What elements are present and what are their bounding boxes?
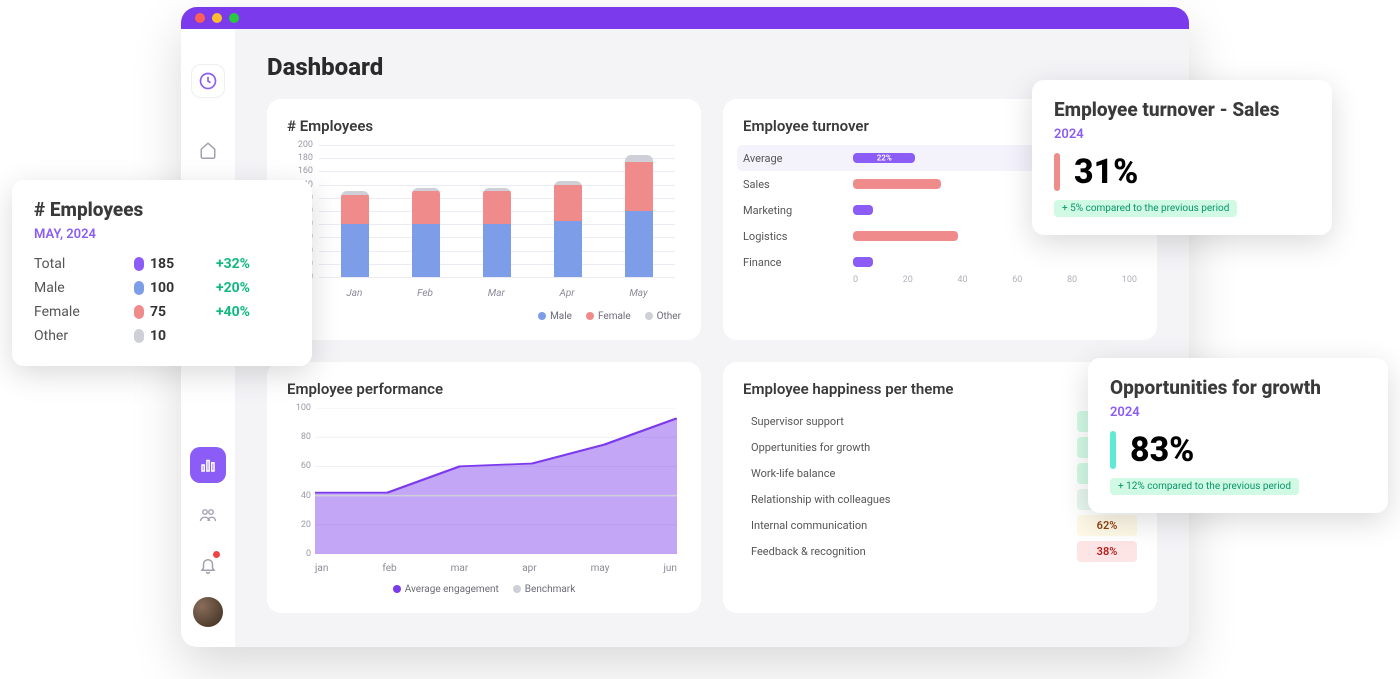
float-turnover-subtitle: 2024 <box>1054 127 1310 142</box>
float-employees-title: # Employees <box>34 198 290 221</box>
happiness-row: Supervisor support 86% <box>743 408 1137 434</box>
notification-badge <box>213 551 220 558</box>
performance-card-title: Employee performance <box>287 380 681 398</box>
titlebar <box>181 7 1189 29</box>
float-turnover-title: Employee turnover - Sales <box>1054 98 1310 121</box>
float-employees-card: # Employees MAY, 2024 Total 185 +32% Mal… <box>12 180 312 366</box>
bar-May <box>625 155 653 277</box>
float-turnover-value: 31% <box>1074 152 1138 192</box>
nav-people-icon[interactable] <box>190 497 226 533</box>
page-title: Dashboard <box>267 53 1157 81</box>
bar-Jan <box>341 191 369 277</box>
performance-areachart: 020406080100 janfebmaraprmayjun <box>287 408 681 578</box>
app-logo[interactable] <box>191 64 225 98</box>
happiness-row: Work-life balance 80% <box>743 460 1137 486</box>
employees-legend: MaleFemaleOther <box>287 311 681 322</box>
float-turnover-chip: + 5% compared to the previous period <box>1054 200 1237 217</box>
nav-bell-icon[interactable] <box>190 547 226 583</box>
traffic-min[interactable] <box>212 13 222 23</box>
stat-bar <box>1110 431 1116 469</box>
nav-chart-icon[interactable] <box>190 447 226 483</box>
float-growth-value: 83% <box>1130 430 1194 470</box>
happiness-row: Feedback & recognition 38% <box>743 538 1137 564</box>
happiness-row: Oppertunities for growth 83% <box>743 434 1137 460</box>
float-employees-subtitle: MAY, 2024 <box>34 227 290 242</box>
float-growth-card: Opportunities for growth 2024 83% + 12% … <box>1088 358 1388 513</box>
traffic-max[interactable] <box>229 13 239 23</box>
employees-card: # Employees 020406080100120140160180200 … <box>267 99 701 340</box>
avatar[interactable] <box>193 597 223 627</box>
traffic-close[interactable] <box>195 13 205 23</box>
turnover-row: Finance <box>743 249 1137 275</box>
float-employee-row: Total 185 +32% <box>34 252 290 276</box>
performance-card: Employee performance 020406080100 janfeb… <box>267 362 701 613</box>
happiness-row: Internal communication 62% <box>743 512 1137 538</box>
happiness-card-title: Employee happiness per theme <box>743 380 1137 398</box>
float-employee-row: Other 10 <box>34 324 290 348</box>
float-growth-title: Opportunities for growth <box>1110 376 1366 399</box>
bar-Mar <box>483 188 511 277</box>
bar-Apr <box>554 181 582 277</box>
stat-bar <box>1054 153 1060 191</box>
float-employee-row: Male 100 +20% <box>34 276 290 300</box>
employees-barchart: 020406080100120140160180200 JanFebMarApr… <box>287 145 681 305</box>
float-growth-subtitle: 2024 <box>1110 405 1366 420</box>
float-turnover-card: Employee turnover - Sales 2024 31% + 5% … <box>1032 80 1332 235</box>
happiness-row: Relationship with colleagues 72% <box>743 486 1137 512</box>
float-employee-row: Female 75 +40% <box>34 300 290 324</box>
bar-Feb <box>412 188 440 277</box>
float-growth-chip: + 12% compared to the previous period <box>1110 478 1299 495</box>
employees-card-title: # Employees <box>287 117 681 135</box>
performance-legend: Average engagementBenchmark <box>287 584 681 595</box>
nav-home-icon[interactable] <box>190 132 226 168</box>
